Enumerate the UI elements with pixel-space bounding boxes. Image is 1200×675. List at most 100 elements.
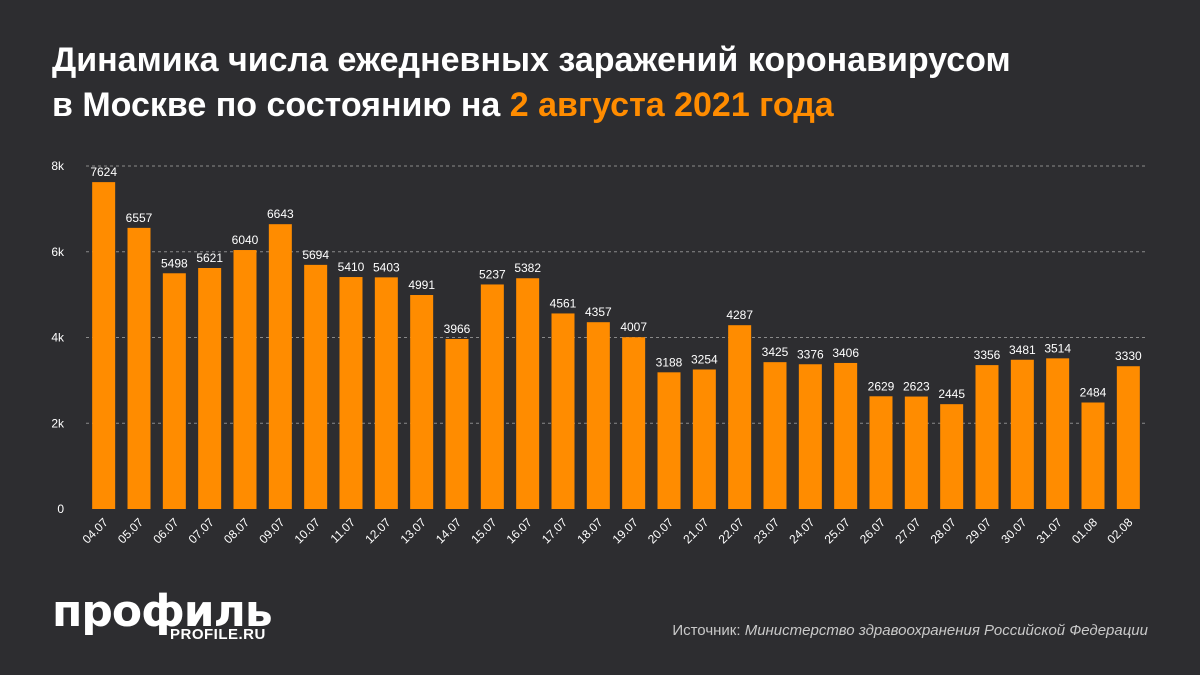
y-tick-label: 4k bbox=[51, 331, 65, 345]
bar-value-label: 5694 bbox=[302, 248, 329, 262]
x-tick-label: 05.07 bbox=[115, 515, 146, 546]
bar bbox=[339, 277, 363, 509]
bar bbox=[516, 278, 540, 509]
x-tick-label: 18.07 bbox=[574, 515, 605, 546]
bar bbox=[410, 295, 434, 509]
x-tick-label: 10.07 bbox=[292, 515, 323, 546]
x-tick-label: 15.07 bbox=[468, 515, 499, 546]
bar bbox=[162, 273, 186, 509]
x-tick-label: 31.07 bbox=[1034, 515, 1065, 546]
bar bbox=[551, 313, 575, 509]
bar-value-label: 3188 bbox=[656, 355, 683, 369]
x-tick-label: 06.07 bbox=[150, 515, 181, 546]
logo-site: PROFILE.RU bbox=[170, 626, 266, 643]
x-tick-label: 20.07 bbox=[645, 515, 676, 546]
bar bbox=[834, 362, 858, 509]
y-tick-label: 6k bbox=[51, 245, 65, 259]
bar-value-label: 3330 bbox=[1115, 349, 1142, 363]
x-tick-label: 22.07 bbox=[716, 515, 747, 546]
bar bbox=[692, 369, 716, 509]
bar bbox=[798, 364, 822, 509]
bar-value-label: 3254 bbox=[691, 352, 718, 366]
bar-value-label: 5382 bbox=[514, 261, 541, 275]
logo-word: профиль bbox=[52, 586, 273, 637]
bar-value-label: 5498 bbox=[161, 256, 188, 270]
bar-chart: 0 2k 4k 6k 8k 7624 04.07 6557 05.07 5498 06.07 5621… bbox=[51, 159, 1146, 546]
x-tick-label: 24.07 bbox=[786, 515, 817, 546]
x-tick-label: 21.07 bbox=[680, 515, 711, 546]
bar-value-label: 4287 bbox=[726, 308, 753, 322]
x-tick-label: 01.08 bbox=[1069, 515, 1100, 546]
bar-value-label: 3356 bbox=[974, 348, 1001, 362]
bar bbox=[622, 337, 646, 509]
x-tick-label: 26.07 bbox=[857, 515, 888, 546]
y-tick-label: 0 bbox=[57, 502, 64, 516]
x-tick-label: 19.07 bbox=[610, 515, 641, 546]
bar bbox=[728, 325, 752, 509]
bar-value-label: 6557 bbox=[126, 211, 153, 225]
bar bbox=[198, 267, 222, 509]
y-tick-label: 2k bbox=[51, 416, 65, 430]
bar bbox=[445, 338, 469, 509]
bar-value-label: 5403 bbox=[373, 260, 400, 274]
source-text: Министерство здравоохранения Российской … bbox=[744, 622, 1148, 639]
bar-value-label: 4357 bbox=[585, 305, 612, 319]
x-tick-label: 23.07 bbox=[751, 515, 782, 546]
bar bbox=[869, 396, 893, 509]
bar-value-label: 3406 bbox=[832, 346, 859, 360]
title-line-2: в Москве по состоянию на 2 августа 2021 … bbox=[52, 83, 1162, 128]
bar-value-label: 2623 bbox=[903, 380, 930, 394]
x-tick-label: 14.07 bbox=[433, 515, 464, 546]
bar bbox=[1010, 359, 1034, 509]
x-tick-label: 29.07 bbox=[963, 515, 994, 546]
bar-value-label: 3481 bbox=[1009, 343, 1036, 357]
bar-value-label: 5237 bbox=[479, 267, 506, 281]
bar-value-label: 3514 bbox=[1044, 341, 1071, 355]
profile-logo: профиль PROFILE.RU bbox=[52, 586, 273, 644]
bar bbox=[1046, 358, 1070, 509]
bar bbox=[92, 182, 116, 509]
x-tick-label: 30.07 bbox=[998, 515, 1029, 546]
x-tick-label: 16.07 bbox=[504, 515, 535, 546]
bar-value-label: 7624 bbox=[90, 165, 117, 179]
source-note: Источник: Министерство здравоохранения Р… bbox=[672, 622, 1148, 639]
bar-value-label: 4007 bbox=[620, 320, 647, 334]
bar bbox=[233, 250, 257, 509]
bar bbox=[940, 404, 964, 509]
x-tick-label: 07.07 bbox=[186, 515, 217, 546]
chart-title: Динамика числа ежедневных заражений коро… bbox=[52, 38, 1162, 128]
bar bbox=[374, 277, 398, 509]
x-tick-label: 11.07 bbox=[328, 515, 359, 546]
x-tick-label: 08.07 bbox=[221, 515, 252, 546]
bar bbox=[763, 362, 787, 509]
x-tick-label: 13.07 bbox=[398, 515, 429, 546]
bar bbox=[586, 322, 610, 509]
bar-value-label: 2629 bbox=[868, 379, 895, 393]
bar-value-label: 2445 bbox=[938, 387, 965, 401]
bar bbox=[127, 227, 151, 509]
x-tick-label: 28.07 bbox=[928, 515, 959, 546]
bar-value-label: 3966 bbox=[444, 322, 471, 336]
bar-value-label: 3425 bbox=[762, 345, 789, 359]
title-date-accent: 2 августа 2021 года bbox=[509, 86, 834, 124]
bar bbox=[268, 224, 292, 509]
bar bbox=[657, 372, 681, 509]
bar-value-label: 6040 bbox=[232, 233, 259, 247]
x-tick-label: 17.07 bbox=[539, 515, 570, 546]
bar-value-label: 5621 bbox=[196, 251, 223, 265]
bar-value-label: 2484 bbox=[1080, 385, 1107, 399]
bar bbox=[1081, 402, 1105, 509]
x-tick-label: 27.07 bbox=[892, 515, 923, 546]
x-tick-label: 02.08 bbox=[1104, 515, 1135, 546]
bar bbox=[304, 264, 328, 509]
bar-value-label: 4561 bbox=[550, 296, 577, 310]
bar bbox=[480, 284, 504, 509]
bar-value-label: 5410 bbox=[338, 260, 365, 274]
bar bbox=[1116, 366, 1140, 509]
x-tick-label: 25.07 bbox=[822, 515, 853, 546]
source-label: Источник: bbox=[672, 622, 745, 639]
title-line-1: Динамика числа ежедневных заражений коро… bbox=[52, 41, 1011, 79]
y-tick-label: 8k bbox=[51, 159, 65, 173]
x-tick-label: 12.07 bbox=[362, 515, 393, 546]
bar bbox=[975, 365, 999, 509]
